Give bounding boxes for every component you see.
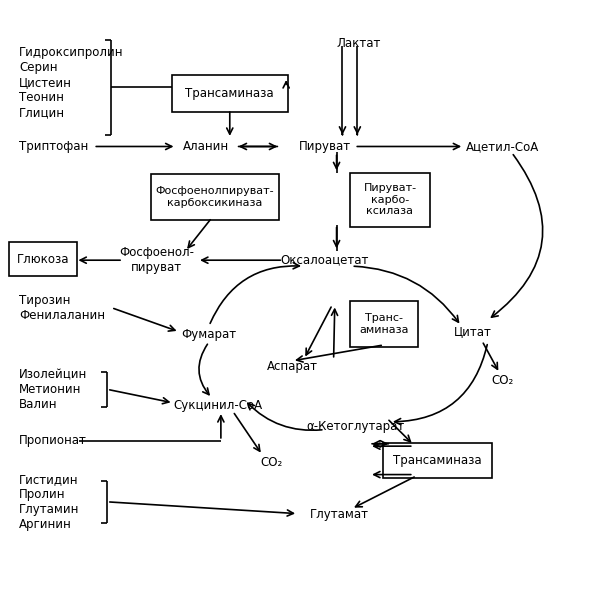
Text: Трансаминаза: Трансаминаза <box>393 454 482 467</box>
Text: CO₂: CO₂ <box>260 456 283 469</box>
Text: Транс-
аминаза: Транс- аминаза <box>359 314 409 335</box>
Text: Триптофан: Триптофан <box>19 140 88 153</box>
Text: Аспарат: Аспарат <box>266 361 318 373</box>
Text: Сукцинил-СоА: Сукцинил-СоА <box>173 399 262 412</box>
FancyBboxPatch shape <box>383 443 492 478</box>
Text: Пируват-
карбо-
ксилаза: Пируват- карбо- ксилаза <box>364 183 417 217</box>
Text: Пируват: Пируват <box>299 140 351 153</box>
FancyBboxPatch shape <box>350 301 418 347</box>
FancyBboxPatch shape <box>350 173 430 227</box>
Text: Фосфоенол-
пируват: Фосфоенол- пируват <box>119 246 194 274</box>
Text: Тирозин
Фенилаланин: Тирозин Фенилаланин <box>19 293 105 321</box>
Text: α-Кетоглутарат: α-Кетоглутарат <box>306 419 405 433</box>
Text: Глюкоза: Глюкоза <box>17 252 69 265</box>
Text: Пропионат: Пропионат <box>19 434 87 447</box>
Text: Гистидин
Пролин
Глутамин
Аргинин: Гистидин Пролин Глутамин Аргинин <box>19 473 79 531</box>
FancyBboxPatch shape <box>151 174 279 220</box>
Text: Гидроксипролин
Серин
Цистеин
Теонин
Глицин: Гидроксипролин Серин Цистеин Теонин Глиц… <box>19 46 124 119</box>
Text: Фосфоенолпируват-
карбоксикиназа: Фосфоенолпируват- карбоксикиназа <box>156 186 274 208</box>
Text: Цитат: Цитат <box>454 325 492 338</box>
Text: Оксалоацетат: Оксалоацетат <box>281 253 369 267</box>
FancyBboxPatch shape <box>9 242 77 275</box>
Text: CO₂: CO₂ <box>492 374 514 387</box>
Text: Ацетил-СоА: Ацетил-СоА <box>466 140 539 153</box>
Text: Фумарат: Фумарат <box>181 328 237 341</box>
Text: Лактат: Лактат <box>337 37 381 50</box>
Text: Глутамат: Глутамат <box>310 508 369 521</box>
Text: Трансаминаза: Трансаминаза <box>185 87 274 100</box>
Text: Аланин: Аланин <box>183 140 229 153</box>
FancyBboxPatch shape <box>172 75 288 111</box>
Text: Изолейцин
Метионин
Валин: Изолейцин Метионин Валин <box>19 368 88 411</box>
